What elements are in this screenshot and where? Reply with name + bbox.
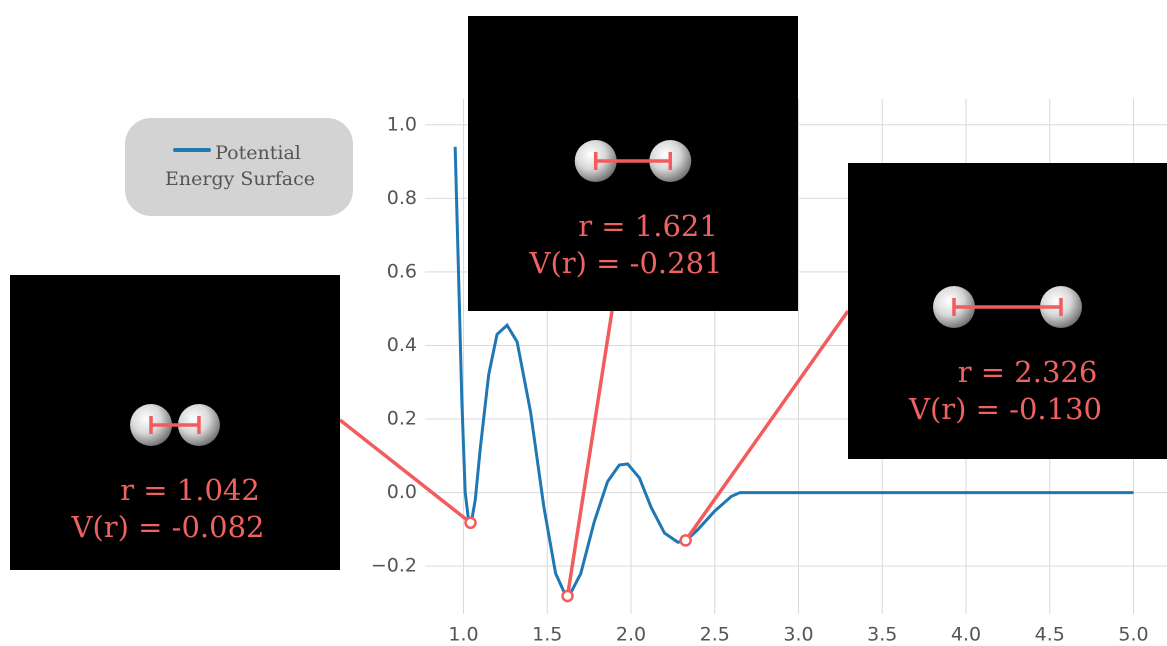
annotation-point	[563, 591, 573, 601]
x-tick-label: 2.5	[700, 624, 730, 646]
y-tick-label: 0.4	[387, 334, 417, 356]
y-tick-label: 0.0	[387, 481, 417, 503]
x-tick-label: 1.5	[532, 624, 562, 646]
x-tick-label: 4.5	[1035, 624, 1065, 646]
annotation-point	[466, 518, 476, 528]
legend: Potential Energy Surface	[125, 118, 353, 216]
annotation-v: V(r) = -0.281	[529, 246, 723, 280]
connector	[568, 311, 612, 596]
chart: −0.2 0.0 0.2 0.4 0.6 0.8 1.0 1.0 1.5 2.0 2.5 3.0 3.5…	[0, 0, 1167, 646]
y-tick-label: 1.0	[387, 113, 417, 135]
page: {"chart_data": {"type": "line", "series"…	[0, 0, 1167, 646]
x-tick-label: 2.0	[616, 624, 646, 646]
y-tick-label: 0.2	[387, 408, 417, 430]
x-tick-label: 5.0	[1118, 624, 1148, 646]
annotation-v: V(r) = -0.130	[908, 392, 1102, 426]
legend-label: Potential Energy Surface	[155, 140, 325, 192]
y-tick-label: 0.8	[387, 187, 417, 209]
x-tick-label: 4.0	[951, 624, 981, 646]
y-tick-label: 0.6	[387, 260, 417, 282]
x-tick-label: 1.0	[448, 624, 478, 646]
annotation-r: r = 1.621	[578, 209, 718, 243]
annotation-r: r = 1.042	[120, 473, 260, 507]
annotation-r: r = 2.326	[958, 355, 1098, 389]
x-tick-label: 3.5	[867, 624, 897, 646]
y-tick-label: −0.2	[371, 555, 417, 577]
x-tick-label: 3.0	[783, 624, 813, 646]
annotation-point	[681, 535, 691, 545]
connector	[340, 420, 471, 523]
annotation-v: V(r) = -0.082	[71, 510, 265, 544]
